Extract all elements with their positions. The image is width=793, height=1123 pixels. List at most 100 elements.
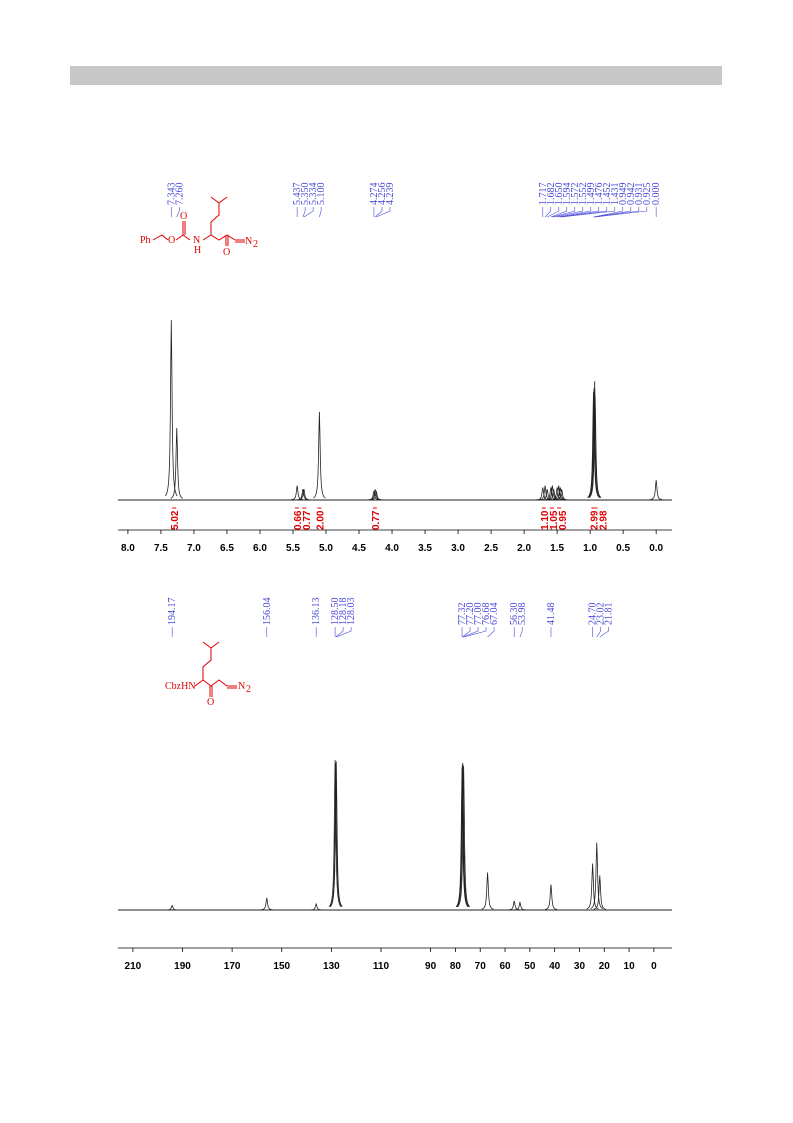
x-tick-label: 4.5 [352,543,366,554]
peak-label: 4.256 [377,183,388,206]
structure-2 [194,641,237,697]
structure-atom: O [180,211,187,222]
peak-label-connector [302,207,306,218]
integral-label: 0.66 [293,510,304,530]
structure-atom: Ph [140,235,151,246]
peak-label: 194.17 [167,598,178,626]
x-tick-label: 4.0 [385,543,399,554]
x-tick-label: 3.0 [451,543,465,554]
peak [310,902,323,911]
structure-atom: O [168,235,175,246]
integral-label: 0.95 [558,510,569,530]
x-tick-label: 80 [450,961,462,972]
integral-label: 2.99 [589,510,600,530]
integral-label: 2.00 [315,510,326,530]
peak-label: 1.594 [562,183,573,206]
x-tick-label: 130 [323,961,340,972]
x-tick-label: 6.5 [220,543,234,554]
peak-label-connector [560,207,608,218]
peak [588,395,602,499]
integral-label: 5.02 [170,510,181,530]
peak [328,759,342,907]
x-tick-label: 10 [624,961,636,972]
peak-label-connector [558,207,600,218]
peak-label-connector [374,207,383,218]
x-tick-label: 30 [574,961,586,972]
peak-label: 77.20 [465,603,476,626]
x-tick-label: 0 [651,961,657,972]
peak [456,762,470,908]
peak-label-connector [596,627,601,638]
peak [170,427,183,499]
peak-label: 7.343 [166,183,177,206]
peak-label-connector [462,627,471,638]
peak-label: 1.682 [546,183,557,206]
peak-label: 7.260 [174,183,185,206]
peak-label: 53.98 [517,603,528,626]
peak [329,761,343,907]
peak-label: 4.274 [369,183,380,206]
peak [555,489,568,501]
peak-label-connector [303,207,314,218]
peak [297,489,310,501]
x-tick-label: 40 [549,961,561,972]
structure-atom: N [238,681,245,692]
peak [481,872,494,910]
integral-label: 0.77 [302,510,313,530]
peak-label: 128.50 [330,598,341,626]
peak-label: 5.334 [308,183,319,206]
peak [508,900,521,911]
x-tick-label: 3.5 [418,543,432,554]
peak-label: 0.925 [642,183,653,206]
peak [456,764,469,908]
peak-label: 23.02 [596,603,607,626]
structure-atom: H [194,245,201,256]
peak-label-connector [599,627,609,638]
peak-label-connector [519,627,523,638]
peak [593,875,606,910]
peak-label-connector [463,627,487,638]
peak-label: 136.13 [311,598,322,626]
peak-label-connector [557,207,592,218]
peak-label-connector [335,627,344,638]
peak-label: 1.717 [538,183,549,206]
peak-label-connector [552,207,576,218]
integral-label: 2.98 [598,510,609,530]
x-tick-label: 60 [499,961,511,972]
peak-label: 1.552 [578,183,589,206]
peak-label: 5.437 [292,183,303,206]
peak-label-connector [595,207,648,218]
x-tick-label: 6.0 [253,543,267,554]
peak [370,490,383,501]
peak [313,411,326,499]
peak-label-connector [176,207,180,218]
x-tick-label: 70 [475,961,487,972]
peak-label-connector [547,207,560,218]
x-tick-label: 190 [174,961,191,972]
peak-label: 77.00 [473,603,484,626]
peak-label: 0.942 [626,183,637,206]
peak-label: 77.32 [457,603,468,626]
peak-label-connector [593,207,632,218]
x-tick-label: 210 [125,961,142,972]
peak-label: 5.350 [300,183,311,206]
x-tick-label: 110 [373,961,390,972]
peak-label: 156.04 [262,598,273,626]
x-tick-label: 5.0 [319,543,333,554]
integral-label: 0.77 [371,510,382,530]
x-tick-label: 50 [524,961,536,972]
x-tick-label: 8.0 [121,543,135,554]
x-tick-label: 5.5 [286,543,300,554]
peak-label-connector [319,207,322,218]
x-tick-label: 0.5 [616,543,630,554]
structure-atom: 2 [246,684,251,695]
peak-label-connector [376,207,391,218]
peak-label-connector [593,207,624,218]
peak-label: 1.499 [586,183,597,206]
peak-label-connector [462,627,479,638]
peak-label-connector [594,207,640,218]
peak-label-connector [336,627,352,638]
peak-label: 41.48 [546,603,557,626]
